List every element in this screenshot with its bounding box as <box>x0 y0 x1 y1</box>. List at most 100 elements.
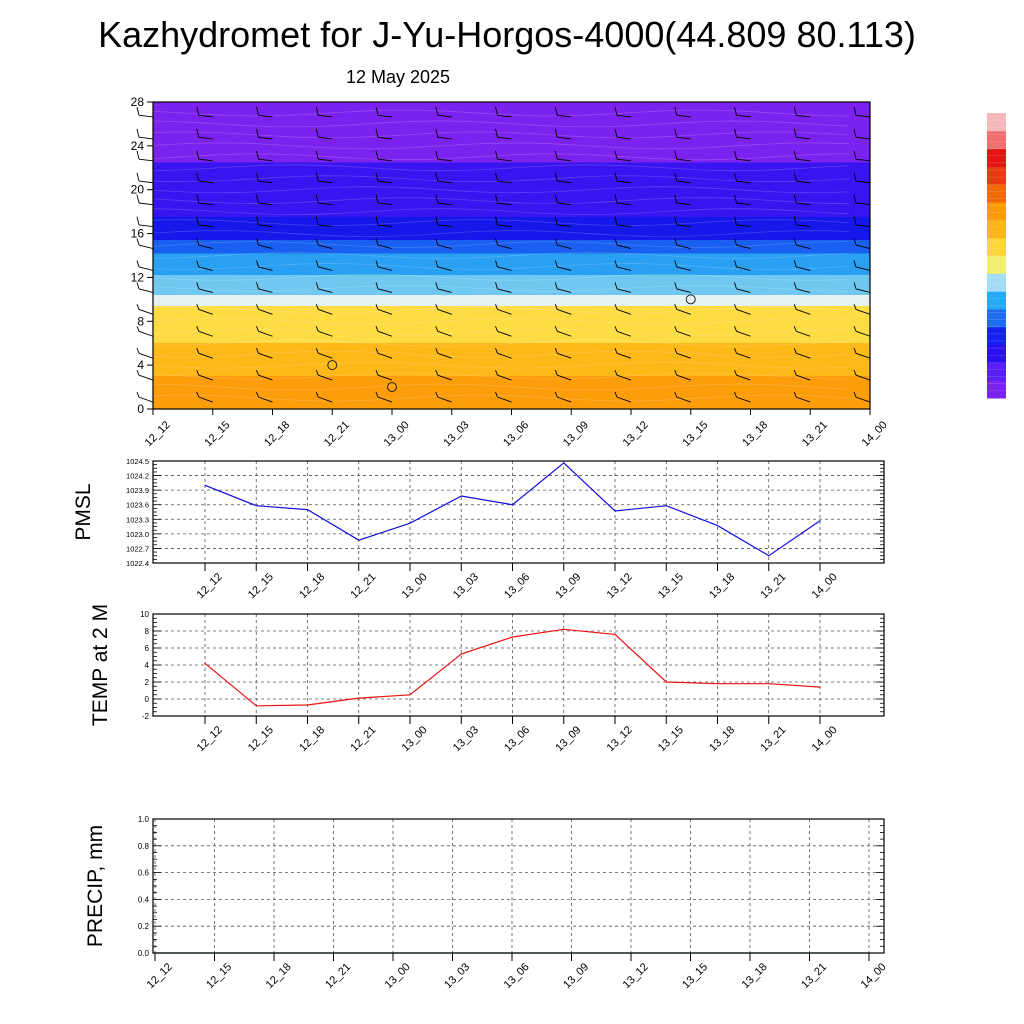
wind-barb <box>855 224 871 228</box>
wind-barb <box>377 308 393 315</box>
wind-barb <box>437 308 452 315</box>
wind-barb <box>256 238 259 246</box>
wind-barb <box>734 369 737 376</box>
x-tick-label: 13_18 <box>740 961 770 991</box>
wind-barb <box>198 224 213 228</box>
x-tick-label: 12_15 <box>202 419 232 449</box>
wind-barb <box>853 216 857 226</box>
wind-barb <box>674 369 678 376</box>
precip-plot-area <box>153 819 884 953</box>
wind-barb <box>495 172 498 182</box>
wind-barb <box>315 282 319 290</box>
wind-barb <box>497 330 512 337</box>
wind-barb <box>138 330 154 337</box>
x-tick-label: 13_15 <box>656 724 686 754</box>
wind-barb <box>736 224 751 228</box>
colorbar-segment <box>987 166 1006 185</box>
wind-barb <box>793 238 797 246</box>
x-tick-label: 13_09 <box>553 724 583 754</box>
wind-barb <box>315 369 319 376</box>
wind-barb <box>435 369 439 376</box>
temp-data-point <box>358 697 360 699</box>
x-tick-label: 13_18 <box>707 724 737 754</box>
wind-barb <box>198 180 213 184</box>
temp-frame <box>152 613 885 717</box>
wind-barb <box>138 180 154 184</box>
wind-barb <box>495 326 498 332</box>
wind-barb <box>855 352 871 359</box>
contour-line <box>152 372 850 380</box>
wind-barb <box>256 128 259 138</box>
wind-barb <box>138 288 154 293</box>
temp-data-point <box>306 704 309 706</box>
contour-line <box>152 339 850 347</box>
wind-barb <box>616 180 632 184</box>
wind-barb <box>315 304 319 310</box>
contour-line <box>152 383 850 391</box>
x-tick-label: 13_06 <box>502 961 532 991</box>
wind-barb <box>793 172 797 182</box>
wind-barb <box>554 238 558 246</box>
x-tick-label: 13_03 <box>451 571 481 601</box>
wind-barb <box>614 282 618 290</box>
wind-barb <box>495 128 498 138</box>
colorbar-segment <box>987 237 1006 256</box>
wind-barb <box>736 180 751 184</box>
wind-barb <box>614 172 618 182</box>
wind-barb <box>736 202 751 206</box>
wind-barb <box>136 216 140 226</box>
wind-barb <box>437 158 452 162</box>
wind-barb <box>557 352 572 359</box>
temp-data-point <box>819 686 821 688</box>
wind-barb <box>198 352 213 359</box>
wind-barb <box>734 391 737 398</box>
wind-barb <box>554 150 558 160</box>
contour-line <box>152 328 850 336</box>
x-tick-label: 13_12 <box>605 724 635 754</box>
temp-data-point <box>409 694 411 696</box>
x-tick-label: 13_00 <box>382 419 412 449</box>
wind-barb <box>437 396 452 403</box>
wind-barb <box>315 106 319 116</box>
wind-barb <box>676 136 691 140</box>
wind-barb <box>853 172 857 182</box>
x-tick-label: 13_21 <box>800 419 830 449</box>
wind-barb <box>853 326 857 332</box>
y-tick-label: 1022.4 <box>126 559 149 568</box>
wind-barb <box>616 352 632 359</box>
y-tick-label: 24 <box>131 139 145 153</box>
y-tick-label: -2 <box>142 712 150 721</box>
wind-barb <box>796 352 811 359</box>
wind-barb <box>375 326 379 332</box>
wind-barb <box>437 202 452 206</box>
wind-barb <box>554 282 558 290</box>
wind-barb <box>736 136 751 140</box>
wind-barb <box>435 106 439 116</box>
wind-barb <box>734 282 737 290</box>
wind-barb <box>793 282 797 290</box>
wind-barb <box>495 369 498 376</box>
wind-barb <box>796 136 811 140</box>
wind-barb <box>796 158 811 162</box>
wind-barb <box>136 106 140 116</box>
wind-barb <box>497 158 512 162</box>
wind-barb <box>497 136 512 140</box>
wind-barb <box>557 396 572 403</box>
wind-barb <box>318 352 333 359</box>
x-tick-label: 13_03 <box>442 961 472 991</box>
wind-barb <box>557 224 572 228</box>
wind-barb <box>495 150 498 160</box>
colorbar-segment <box>987 202 1006 221</box>
wind-barb <box>616 244 632 249</box>
figure-title: Kazhydromet for J-Yu-Horgos-4000(44.809 … <box>98 14 916 55</box>
wind-barb <box>734 194 737 204</box>
wind-barb <box>318 158 333 162</box>
wind-barb <box>734 348 737 354</box>
x-tick-label: 12_21 <box>348 571 378 601</box>
wind-barb <box>315 150 319 160</box>
wind-barb <box>196 369 200 376</box>
wind-barb <box>138 202 154 206</box>
wind-barb <box>853 238 857 246</box>
x-tick-label: 13_21 <box>758 571 788 601</box>
wind-barb <box>258 114 273 118</box>
